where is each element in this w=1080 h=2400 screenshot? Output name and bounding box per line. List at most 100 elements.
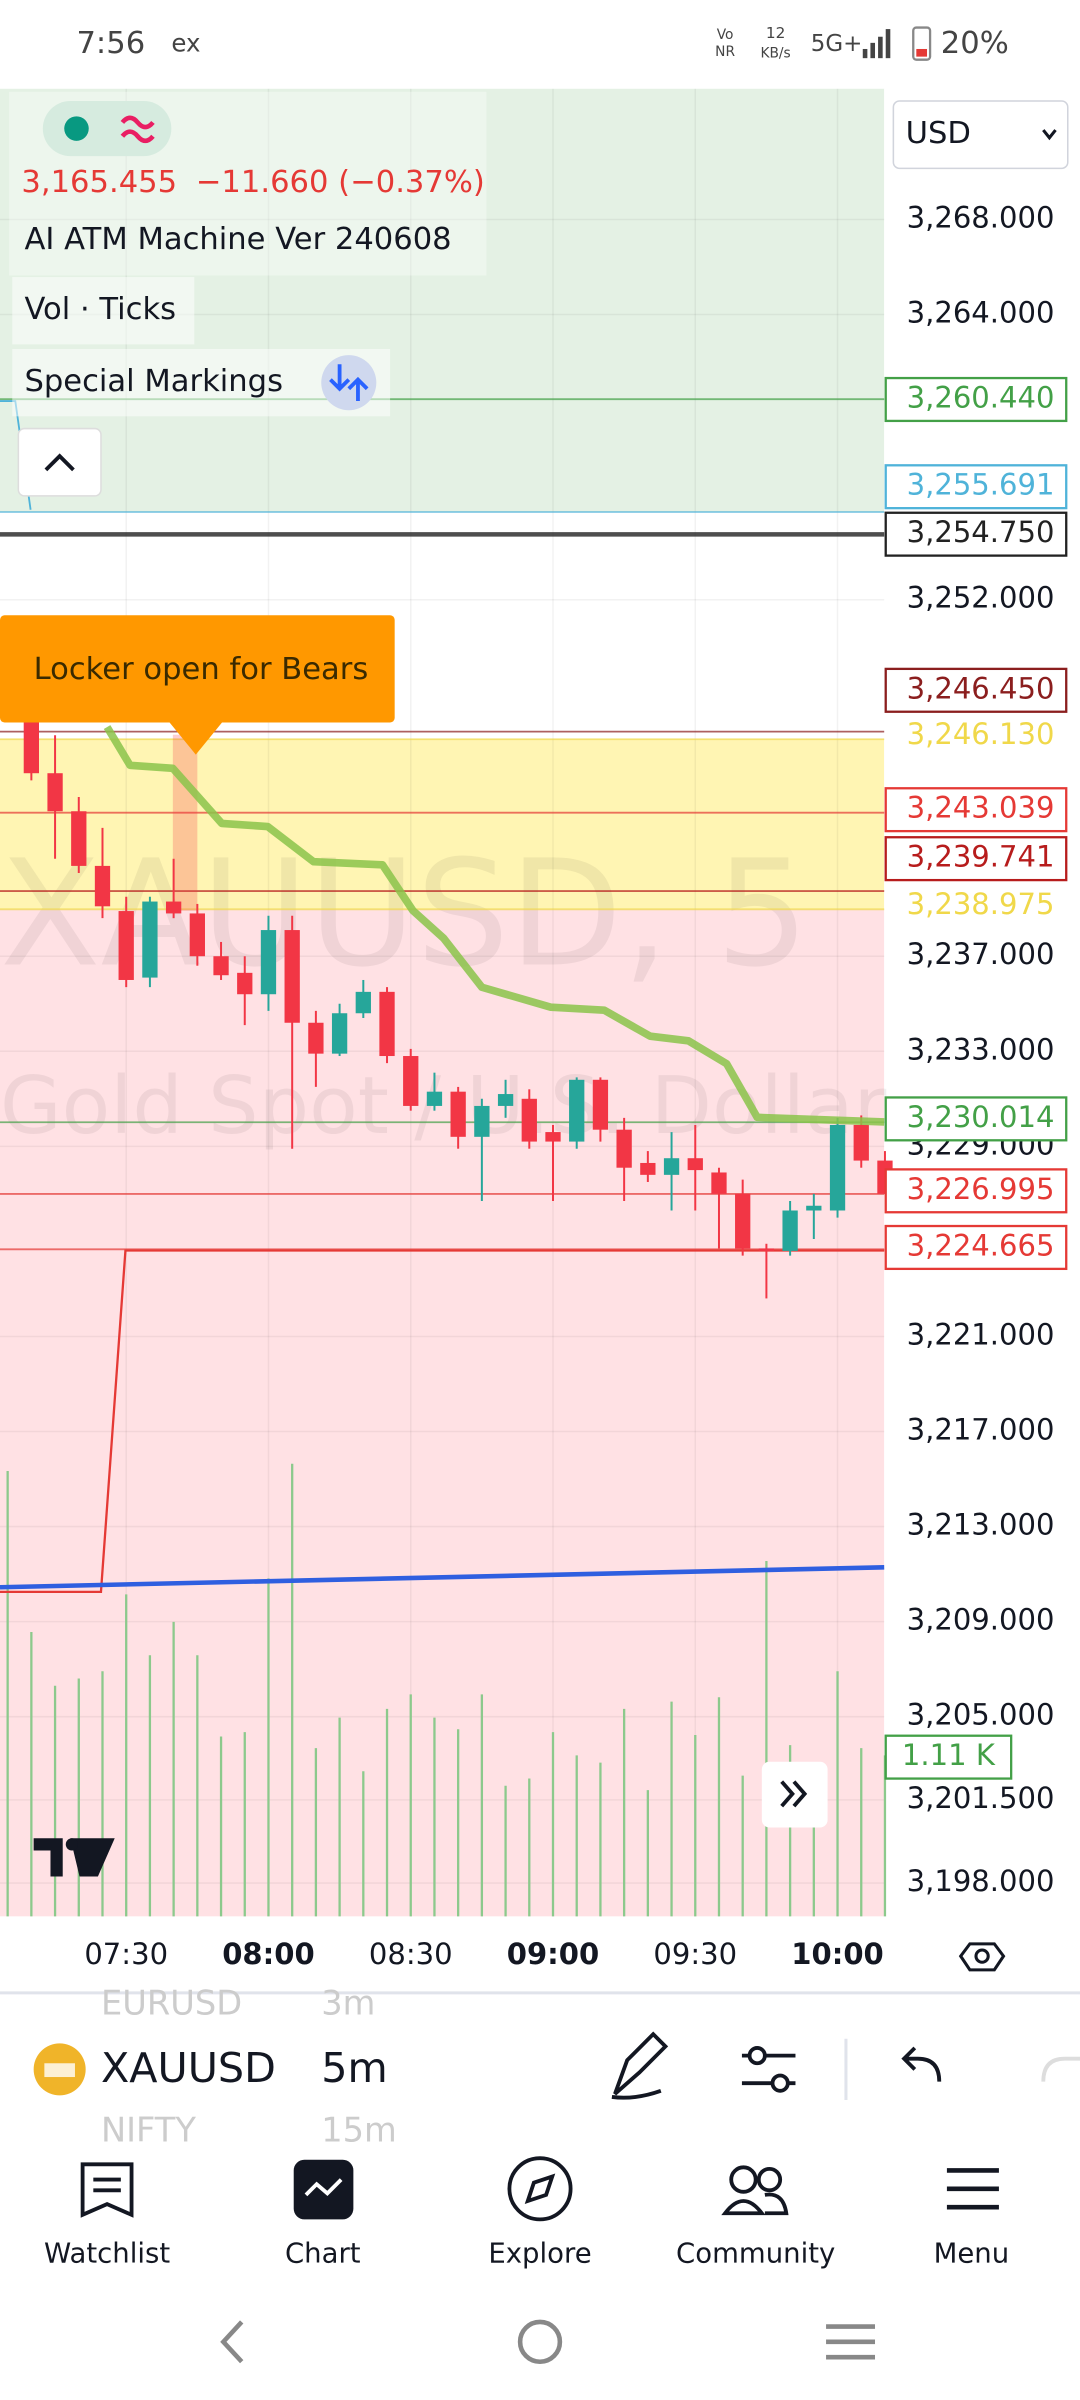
callout-pointer — [168, 720, 224, 755]
volte: NR — [715, 44, 735, 60]
trend-line — [0, 1565, 885, 1590]
symbol-faded[interactable]: EURUSD — [101, 1984, 242, 2023]
price-tag-label: 3,243.039 — [907, 791, 1055, 825]
indicators-button[interactable] — [741, 2046, 796, 2093]
price-tag — [884, 1224, 1068, 1271]
x-tick-label: 08:00 — [222, 1937, 314, 1971]
y-tick-label: 3,264.000 — [907, 296, 1055, 330]
nav-label[interactable]: Chart — [285, 2238, 361, 2270]
candle-body — [450, 1091, 466, 1137]
candle-body — [474, 1105, 490, 1137]
price-tag-label: 3,239.741 — [907, 840, 1055, 874]
indicator-name[interactable]: AI ATM Machine Ver 240608 — [24, 222, 451, 257]
price-tag — [884, 464, 1068, 510]
step-line — [0, 1249, 885, 1593]
scroll-button[interactable] — [761, 1761, 828, 1828]
callout — [0, 615, 395, 723]
y-tick-label: 3,201.500 — [907, 1781, 1055, 1815]
bottom-nav: Watchlist Chart Explore Community Menu — [44, 2156, 1009, 2365]
candle-body — [758, 1248, 775, 1251]
battery-icon — [912, 26, 932, 61]
price-tag-label: 3,246.130 — [907, 717, 1055, 751]
markings-icon[interactable] — [321, 355, 377, 411]
price-tag — [884, 376, 1068, 423]
interval-faded[interactable]: 3m — [321, 1984, 375, 2023]
candle-body — [165, 901, 182, 914]
candle-body — [189, 913, 205, 957]
nav-label[interactable]: Community — [676, 2238, 835, 2270]
price-tag — [884, 883, 1068, 929]
candle-body — [213, 956, 229, 976]
legend-pill[interactable] — [42, 101, 172, 157]
price-tag-label: 3,224.665 — [907, 1228, 1055, 1262]
menu-icon[interactable] — [946, 2168, 999, 2210]
candle-body — [118, 911, 134, 980]
battery: 20% — [941, 26, 1009, 61]
nav-label[interactable]: Menu — [934, 2238, 1010, 2270]
redo-button[interactable] — [1041, 2056, 1080, 2082]
watchlist-icon[interactable] — [80, 2162, 134, 2218]
speed: KB/s — [760, 46, 790, 62]
nav-label[interactable]: Explore — [488, 2238, 591, 2270]
indicator-name[interactable]: Vol · Ticks — [24, 292, 176, 327]
volume-tag — [884, 1734, 1013, 1780]
toolbar: EURUSD 3m XAUUSD 5m NIFTY 15m — [0, 1984, 1080, 2150]
chart-icon-line — [304, 2178, 343, 2197]
candle-body — [806, 1205, 822, 1211]
nav-label[interactable]: Watchlist — [44, 2238, 170, 2270]
back-button[interactable] — [220, 2320, 244, 2364]
explore-icon[interactable] — [507, 2156, 573, 2222]
candle-body — [829, 1124, 846, 1211]
price-tag — [884, 1096, 1068, 1142]
markings-arrows — [329, 364, 369, 402]
price-tag — [884, 713, 1068, 759]
x-tick-label: 10:00 — [791, 1937, 883, 1971]
wave-icon — [120, 115, 155, 144]
nav-labels: Watchlist Chart Explore Community Menu — [44, 2238, 1009, 2270]
callout-text: Locker open for Bears — [34, 652, 369, 687]
status-bar: 7:56 ex Vo NR 12 KB/s 5G+ 20% — [76, 24, 1008, 61]
currency[interactable]: USD — [906, 116, 971, 151]
candle-body — [260, 930, 277, 995]
price-tag — [884, 1168, 1068, 1214]
interval-faded[interactable]: 15m — [321, 2111, 397, 2150]
price-tag — [884, 787, 1068, 833]
indicator-name[interactable]: Special Markings — [24, 364, 283, 399]
clock: 7:56 — [76, 26, 145, 61]
recents-button[interactable] — [826, 2324, 876, 2360]
candle-body — [379, 991, 395, 1057]
watermark-symbol: XAUUSD, 5 — [0, 828, 809, 999]
volte: Vo — [717, 27, 734, 43]
select-caret — [1042, 129, 1057, 141]
y-tick-label: 3,268.000 — [907, 200, 1055, 234]
price-tag — [884, 511, 1068, 557]
candle-body — [47, 773, 63, 812]
price-tag-label: 3,260.440 — [907, 380, 1055, 414]
symbol-faded[interactable]: NIFTY — [101, 2111, 196, 2150]
candle-body — [284, 930, 300, 1023]
collapse-button[interactable] — [17, 427, 102, 497]
y-tick-label: 3,252.000 — [907, 581, 1055, 615]
symbol[interactable]: XAUUSD — [101, 2044, 276, 2092]
price-tag-label: 3,246.450 — [907, 671, 1055, 705]
x-tick-label: 07:30 — [84, 1937, 168, 1971]
interval[interactable]: 5m — [321, 2044, 387, 2092]
community-icon[interactable] — [721, 2165, 789, 2216]
y-tick-label: 3,217.000 — [907, 1413, 1055, 1447]
signal-icon — [862, 29, 891, 59]
speed: 12 — [766, 24, 785, 42]
draw-button[interactable] — [611, 2031, 669, 2100]
moving-average — [103, 725, 885, 1126]
settings-icon[interactable] — [958, 1942, 1006, 1972]
scroll-icon — [780, 1780, 808, 1808]
explore-needle — [524, 2173, 556, 2205]
watermark-description: Gold Spot / U.S. Dollar — [0, 1059, 887, 1152]
currency-select[interactable] — [892, 100, 1069, 170]
home-button[interactable] — [517, 2319, 563, 2365]
x-tick-label: 08:30 — [369, 1937, 453, 1971]
network: 5G+ — [811, 31, 863, 57]
undo-button[interactable] — [901, 2046, 942, 2082]
